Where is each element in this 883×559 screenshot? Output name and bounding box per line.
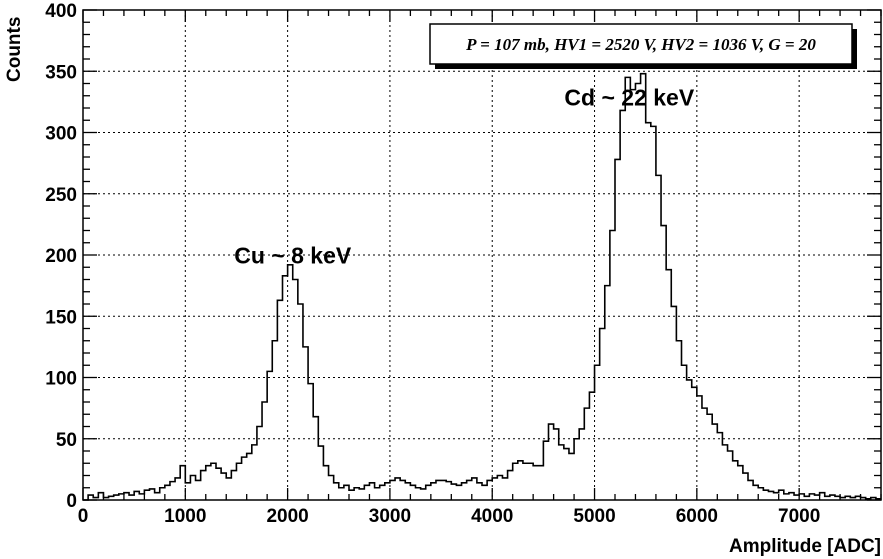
x-tick-label: 6000: [676, 506, 718, 527]
y-tick-label: 350: [45, 62, 77, 83]
y-tick-label: 400: [45, 1, 77, 22]
x-tick-label: 1000: [164, 506, 206, 527]
y-axis-label: Counts: [4, 17, 25, 82]
y-tick-label: 200: [45, 246, 77, 267]
axes: [82, 9, 882, 501]
y-tick-label: 150: [45, 307, 77, 328]
x-tick-label: 2000: [266, 506, 308, 527]
plot-frame: [82, 9, 882, 501]
y-tick-label: 300: [45, 124, 77, 145]
x-tick-label: 4000: [471, 506, 513, 527]
stats-box: P = 107 mb, HV1 = 2520 V, HV2 = 1036 V, …: [429, 23, 857, 69]
stats-box-frame: [429, 23, 853, 65]
y-tick-label: 0: [66, 491, 77, 512]
y-tick-label: 50: [56, 430, 77, 451]
histogram-line: [83, 72, 881, 501]
x-axis-label: Amplitude [ADC]: [729, 536, 881, 557]
histogram-series: [83, 72, 881, 501]
cu-peak-annotation: Cu ~ 8 keV: [234, 243, 352, 269]
x-tick-label: 7000: [778, 506, 820, 527]
tick-labels: 0 1000 2000 3000 4000 5000 6000 7000 0 50 100 150 20…: [45, 1, 820, 527]
cd-peak-annotation: Cd ~ 22 keV: [564, 85, 694, 111]
x-tick-label: 0: [78, 506, 89, 527]
x-tick-label: 3000: [369, 506, 411, 527]
x-tick-label: 5000: [573, 506, 615, 527]
y-tick-label: 250: [45, 185, 77, 206]
grid-lines: [83, 10, 881, 500]
y-tick-label: 100: [45, 369, 77, 390]
stats-box-text: P = 107 mb, HV1 = 2520 V, HV2 = 1036 V, …: [465, 35, 816, 54]
